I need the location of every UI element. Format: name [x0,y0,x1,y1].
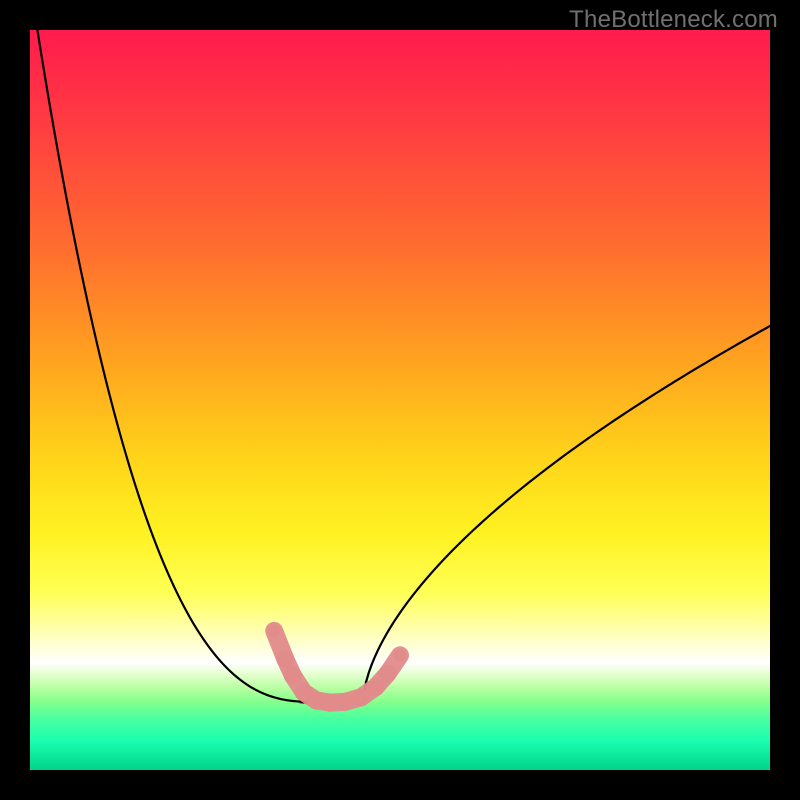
marker-dot [284,666,302,684]
marker-dot [336,693,354,711]
plot-area [30,30,770,770]
plot-svg [30,30,770,770]
marker-dot [268,625,280,637]
marker-dot [378,665,396,683]
marker-dot [352,688,370,706]
marker-dot [394,649,406,661]
marker-dot [276,650,294,668]
chart-frame: TheBottleneck.com [0,0,800,800]
